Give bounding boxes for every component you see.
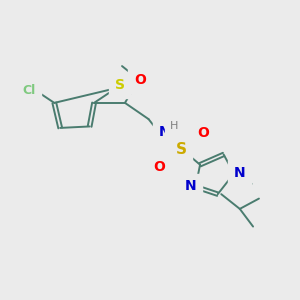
Text: N: N [233, 166, 245, 180]
Text: O: O [197, 126, 209, 140]
Text: O: O [153, 160, 165, 174]
Text: S: S [176, 142, 186, 158]
Text: S: S [115, 78, 125, 92]
Text: Cl: Cl [23, 84, 36, 97]
Text: N: N [184, 179, 196, 193]
Text: H: H [170, 122, 178, 131]
Text: N: N [159, 125, 170, 139]
Text: O: O [134, 73, 146, 87]
